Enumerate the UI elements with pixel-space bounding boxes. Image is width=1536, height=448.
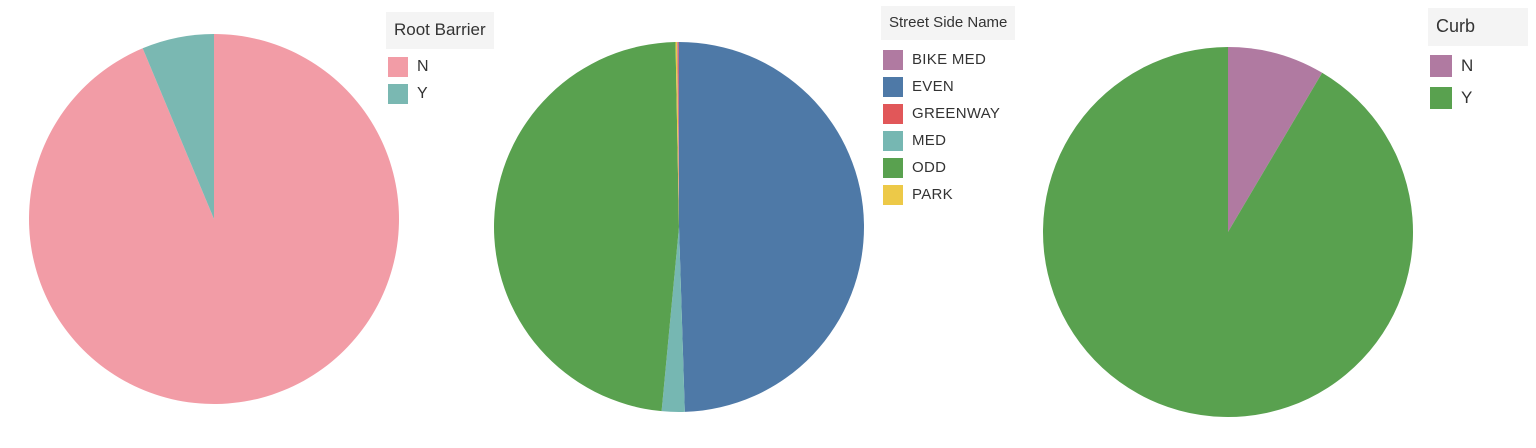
legend-item-y[interactable]: Y [386,80,494,107]
legend-item-even[interactable]: EVEN [881,73,1015,100]
pie-slice-n[interactable] [1228,47,1323,232]
legend-label-med: MED [912,132,947,149]
legend-item-n[interactable]: N [386,53,494,80]
legend-label-bike-med: BIKE MED [912,51,987,68]
legend-title: Street Side Name [881,6,1016,40]
legend-swatch-park [883,184,903,205]
legend-swatch-bike-med [883,49,903,70]
legend-item-y[interactable]: Y [1428,82,1528,114]
pie-panel-curb: Curb N Y [1030,0,1536,448]
legend-swatch-med [883,130,903,151]
legend-item-bike-med[interactable]: BIKE MED [881,46,1015,73]
pie-slice-n[interactable] [28,34,399,404]
legend-swatch-n [388,56,408,77]
legend-swatch-y [1430,87,1452,109]
legend-swatch-y [388,83,408,104]
legend-street-side-name: Street Side Name BIKE MED EVEN GREENWAY … [881,6,1016,208]
legend-swatch-odd [883,157,903,178]
pie-slice-even[interactable] [679,42,865,412]
legend-title: Root Barrier [386,12,494,49]
legend-label-even: EVEN [912,78,955,95]
legend-label-odd: ODD [912,159,947,176]
legend-title: Curb [1428,8,1528,46]
pie-panel-root-barrier: Root Barrier N Y [0,0,520,448]
pie-slice-y[interactable] [1043,47,1413,417]
pie-panel-street-side-name: Street Side Name BIKE MED EVEN GREENWAY … [480,0,1060,448]
pie-slice-med[interactable] [661,227,685,413]
legend-label-y: Y [417,84,428,102]
legend-curb: Curb N Y [1428,8,1528,114]
pie-chart-street-side-name [493,42,865,413]
pie-chart-curb [1043,47,1413,417]
pie-slice-y[interactable] [142,34,214,219]
legend-swatch-n [1430,55,1452,77]
legend-label-park: PARK [912,186,953,203]
legend-item-n[interactable]: N [1428,50,1528,82]
legend-root-barrier: Root Barrier N Y [386,12,494,107]
legend-item-greenway[interactable]: GREENWAY [881,100,1015,127]
legend-label-n: N [1461,56,1474,75]
legend-swatch-even [883,76,903,97]
legend-label-greenway: GREENWAY [912,105,1001,122]
legend-label-y: Y [1461,88,1473,107]
legend-swatch-greenway [883,103,903,124]
legend-item-park[interactable]: PARK [881,181,1015,208]
pie-chart-root-barrier [28,34,399,404]
pie-slice-odd[interactable] [493,42,679,412]
legend-item-med[interactable]: MED [881,127,1015,154]
legend-label-n: N [417,57,429,75]
pie-slice-park[interactable] [675,42,679,228]
legend-item-odd[interactable]: ODD [881,154,1015,181]
